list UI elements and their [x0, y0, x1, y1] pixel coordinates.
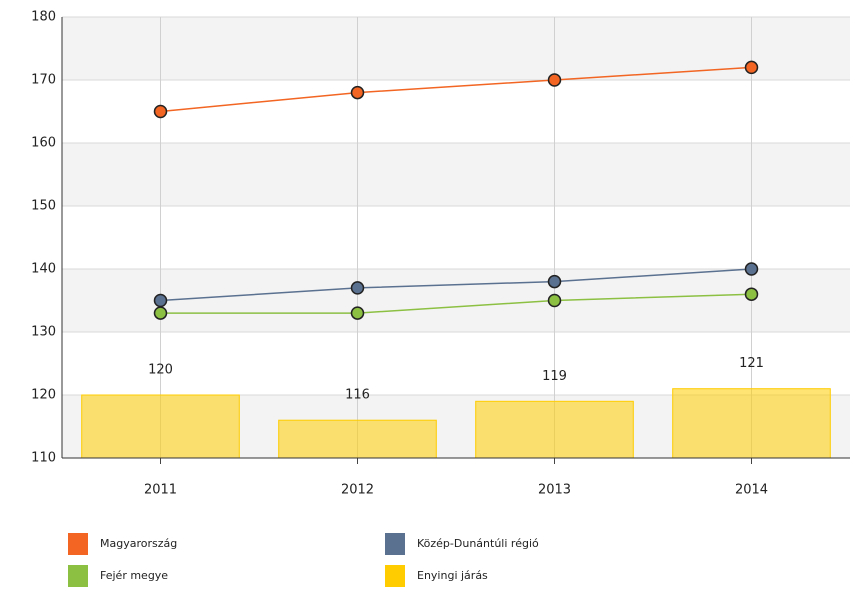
grid-band — [62, 269, 850, 332]
y-tick-label: 130 — [31, 325, 56, 340]
y-tick-label: 140 — [31, 262, 56, 277]
marker — [153, 293, 168, 308]
x-tick-label: 2011 — [144, 483, 177, 498]
bar-label: 119 — [542, 369, 567, 384]
marker — [744, 287, 759, 301]
legend-swatch — [68, 565, 88, 587]
marker — [350, 85, 365, 100]
marker — [744, 262, 759, 276]
y-tick-label: 180 — [31, 10, 56, 25]
y-tick-label: 110 — [31, 451, 56, 466]
marker — [350, 281, 365, 295]
marker — [547, 274, 562, 289]
y-tick-label: 120 — [31, 388, 56, 403]
bar-label: 116 — [345, 388, 370, 403]
marker — [153, 306, 168, 320]
bar — [672, 388, 831, 459]
bar-label: 120 — [148, 363, 173, 378]
line — [160, 268, 752, 302]
bar-label: 121 — [739, 356, 764, 371]
legend-swatch — [385, 533, 405, 555]
line — [160, 293, 752, 314]
grid-band — [62, 143, 850, 206]
y-tick-label: 170 — [31, 73, 56, 88]
marker — [547, 73, 562, 87]
x-tick-label: 2012 — [341, 483, 374, 498]
legend-swatch — [385, 565, 405, 587]
legend-label: Enyingi járás — [417, 569, 488, 582]
legend-label: Közép-Dunántúli régió — [417, 537, 539, 550]
x-tick-label: 2014 — [735, 483, 768, 498]
marker — [744, 60, 759, 75]
marker — [547, 293, 562, 308]
legend-swatch — [68, 533, 88, 555]
legend-label: Fejér megye — [100, 569, 168, 582]
legend-label: Magyarország — [100, 537, 177, 550]
x-tick-label: 2013 — [538, 483, 571, 498]
grid-band — [62, 17, 850, 80]
marker — [350, 306, 365, 320]
line — [160, 66, 752, 113]
y-tick-label: 150 — [31, 199, 56, 214]
bar — [475, 400, 634, 459]
marker — [153, 104, 168, 119]
bar — [81, 394, 240, 459]
y-tick-label: 160 — [31, 136, 56, 151]
bar — [278, 419, 437, 459]
